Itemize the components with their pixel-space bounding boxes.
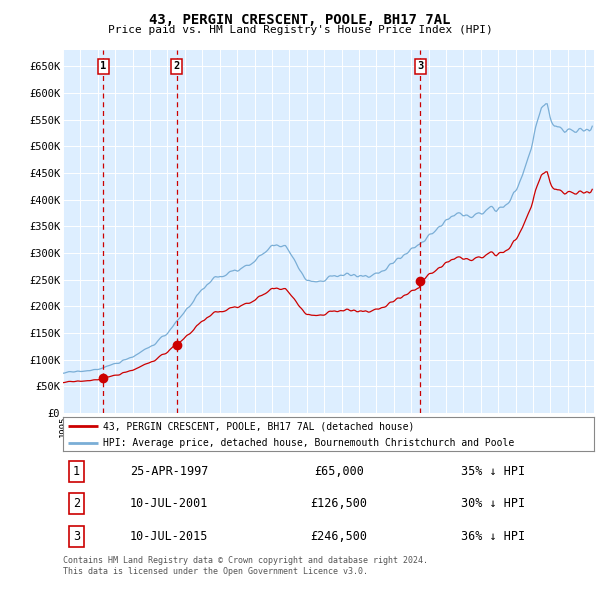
Text: £126,500: £126,500 xyxy=(311,497,368,510)
Text: £65,000: £65,000 xyxy=(314,465,364,478)
Text: 25-APR-1997: 25-APR-1997 xyxy=(130,465,208,478)
Text: 10-JUL-2015: 10-JUL-2015 xyxy=(130,530,208,543)
Text: 30% ↓ HPI: 30% ↓ HPI xyxy=(461,497,526,510)
Text: 10-JUL-2001: 10-JUL-2001 xyxy=(130,497,208,510)
Text: 1: 1 xyxy=(73,465,80,478)
Text: £246,500: £246,500 xyxy=(311,530,368,543)
Text: Price paid vs. HM Land Registry's House Price Index (HPI): Price paid vs. HM Land Registry's House … xyxy=(107,25,493,35)
Text: 43, PERGIN CRESCENT, POOLE, BH17 7AL (detached house): 43, PERGIN CRESCENT, POOLE, BH17 7AL (de… xyxy=(103,421,414,431)
Text: 36% ↓ HPI: 36% ↓ HPI xyxy=(461,530,526,543)
Text: 3: 3 xyxy=(73,530,80,543)
Text: 3: 3 xyxy=(417,61,424,71)
Text: 2: 2 xyxy=(73,497,80,510)
Text: HPI: Average price, detached house, Bournemouth Christchurch and Poole: HPI: Average price, detached house, Bour… xyxy=(103,438,514,448)
Text: 2: 2 xyxy=(173,61,180,71)
Text: 35% ↓ HPI: 35% ↓ HPI xyxy=(461,465,526,478)
Text: 1: 1 xyxy=(100,61,106,71)
Text: 43, PERGIN CRESCENT, POOLE, BH17 7AL: 43, PERGIN CRESCENT, POOLE, BH17 7AL xyxy=(149,13,451,27)
Text: Contains HM Land Registry data © Crown copyright and database right 2024.
This d: Contains HM Land Registry data © Crown c… xyxy=(63,556,428,576)
